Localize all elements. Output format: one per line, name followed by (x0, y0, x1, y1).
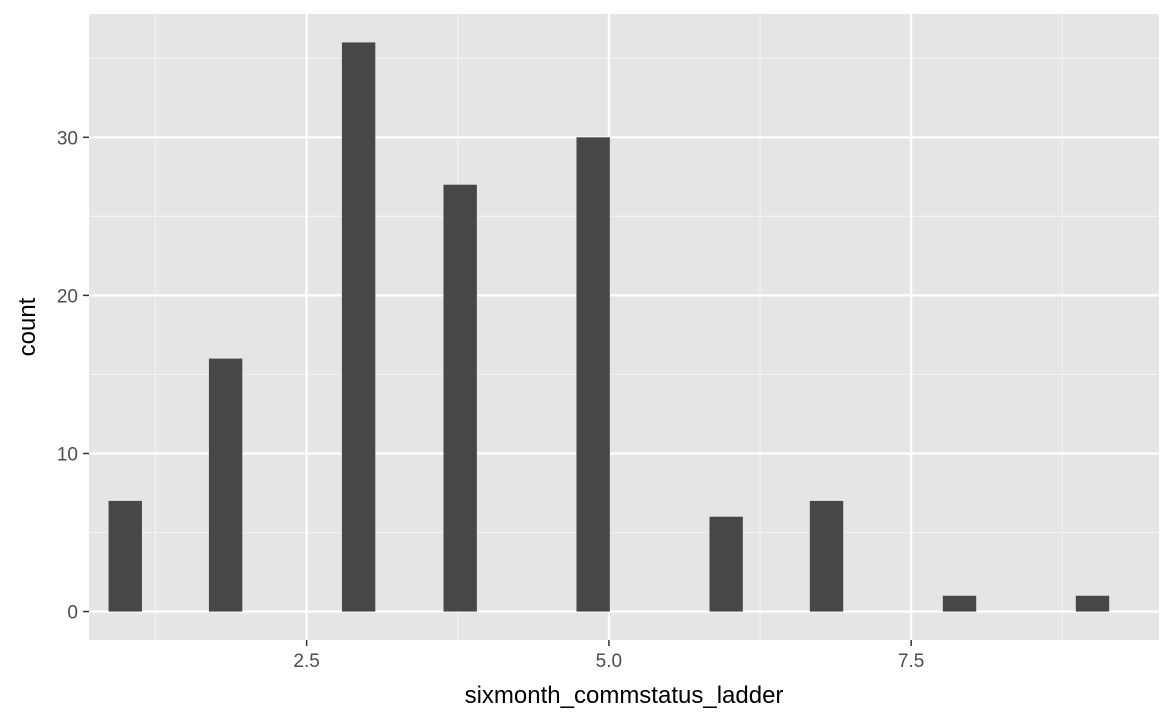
histogram-bar (208, 358, 243, 612)
histogram-bar (709, 516, 743, 612)
histogram-bar (1075, 595, 1110, 612)
bars (108, 42, 1110, 612)
y-tick-label: 30 (57, 128, 78, 149)
histogram-bar (809, 500, 844, 612)
x-axis: 2.5 5.0 7.5 (293, 640, 924, 672)
histogram-bar (443, 184, 477, 612)
histogram-bar (108, 500, 142, 612)
plot-panel (89, 14, 1159, 640)
y-axis: 0 10 20 30 (57, 128, 89, 624)
x-axis-title: sixmonth_commstatus_ladder (465, 682, 784, 709)
x-tick-label: 5.0 (596, 651, 622, 672)
x-tick-label: 7.5 (898, 651, 924, 672)
histogram-bar (341, 42, 376, 612)
minor-grid (89, 14, 1159, 640)
y-tick-label: 0 (67, 603, 78, 624)
x-tick-label: 2.5 (293, 651, 319, 672)
y-tick-label: 10 (57, 444, 78, 465)
y-axis-title: count (14, 297, 41, 356)
histogram-bar (576, 137, 610, 612)
histogram-bar (942, 595, 977, 612)
y-tick-label: 20 (57, 286, 78, 307)
